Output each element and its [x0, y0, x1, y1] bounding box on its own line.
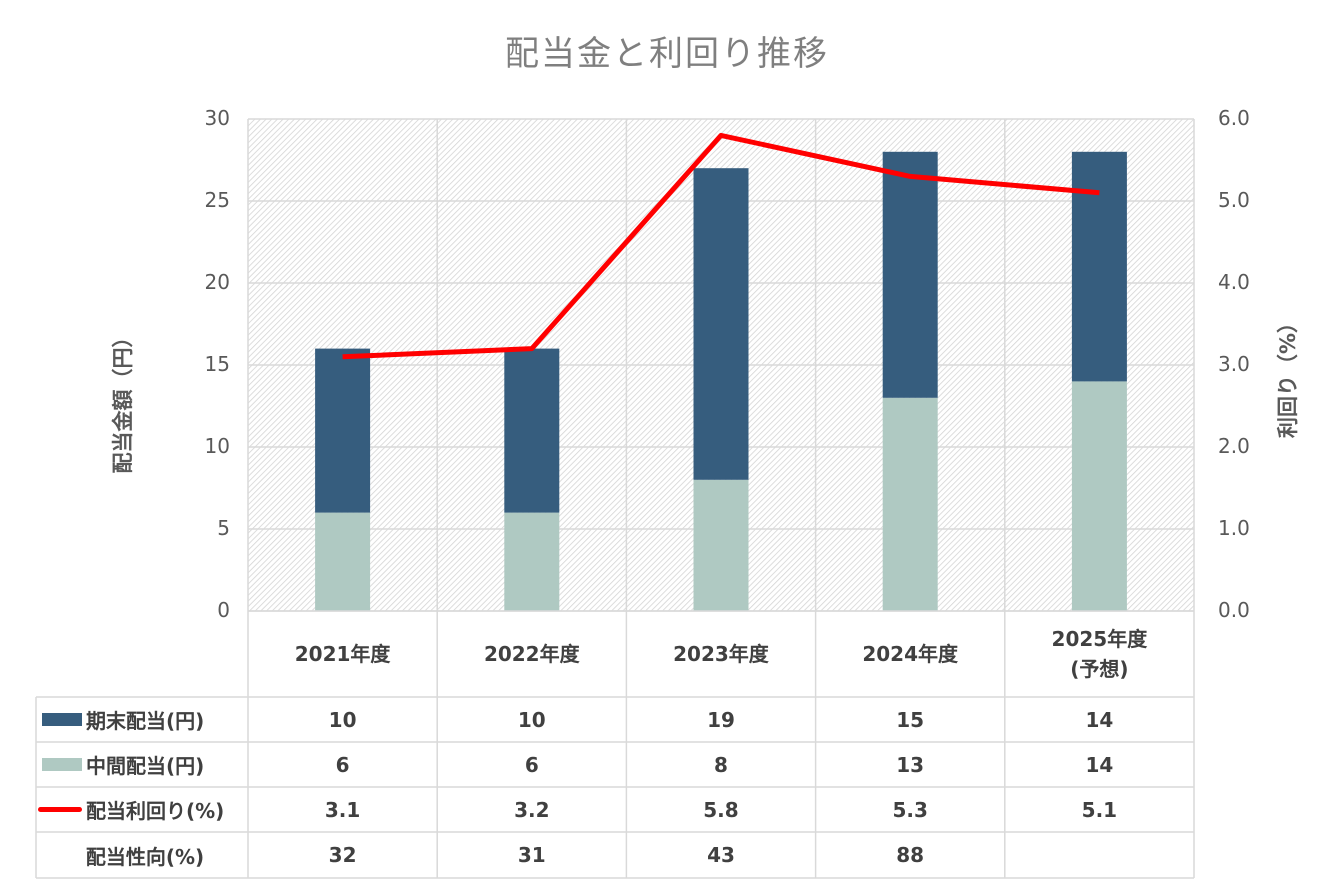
x-category-label: 2025年度 (予想) [1051, 627, 1148, 681]
y-axis-label-left: 配当金額（円） [111, 326, 135, 474]
bar-kimatsu [315, 348, 371, 513]
legend-label: 配当利回り(%) [86, 799, 225, 823]
x-category-label: 2024年度 [862, 642, 959, 666]
table-cell: 8 [714, 752, 728, 777]
table-cell: 14 [1085, 752, 1114, 777]
table-cell: 6 [524, 752, 539, 777]
bar-chukan [1071, 381, 1127, 611]
bar-kimatsu [1071, 151, 1127, 382]
y-tick-left: 30 [204, 106, 230, 130]
bar-kimatsu [693, 168, 749, 480]
table-cell: 3.1 [324, 797, 361, 822]
table-cell: 19 [707, 707, 735, 732]
y-tick-left: 20 [204, 270, 230, 294]
bar-chukan [693, 479, 749, 611]
y-tick-right: 4.0 [1218, 270, 1250, 294]
table-cell: 15 [896, 707, 925, 732]
table-cell: 6 [335, 752, 350, 777]
y-tick-right: 3.0 [1218, 352, 1250, 376]
y-tick-left: 10 [204, 434, 230, 458]
legend-0: 期末配当(円) [42, 697, 248, 742]
x-category-label: 2022年度 [483, 642, 580, 666]
legend-label: 配当性向(%) [85, 844, 205, 869]
legend-label: 中間配当(円) [86, 754, 205, 778]
bar-chukan [504, 512, 560, 611]
table-cell: 14 [1085, 707, 1114, 732]
legend-1: 中間配当(円) [42, 742, 248, 787]
bar-kimatsu [504, 348, 560, 513]
y-tick-left: 25 [204, 188, 230, 212]
bar-chukan [882, 397, 938, 611]
table-cell: 3.2 [514, 797, 550, 822]
table-cell [1005, 832, 1194, 878]
y-tick-right: 6.0 [1218, 106, 1250, 130]
table-cell: 31 [517, 843, 546, 867]
y-tick-right: 2.0 [1218, 434, 1250, 458]
table-cell: 43 [707, 843, 735, 867]
legend-label: 期末配当(円) [86, 709, 205, 733]
y-tick-right: 0.0 [1218, 598, 1250, 622]
table-cell: 13 [896, 752, 925, 777]
y-tick-left: 15 [204, 352, 230, 376]
table-cell: 5.8 [703, 797, 739, 822]
y-tick-right: 5.0 [1218, 188, 1250, 212]
yield-line [342, 132, 1100, 360]
legend-line-icon [38, 807, 82, 812]
table-cell: 5.3 [892, 797, 928, 822]
y-tick-right: 1.0 [1218, 516, 1250, 540]
bar-chukan [315, 512, 371, 611]
table-cell: 5.1 [1081, 797, 1118, 822]
chart-title: 配当金と利回り推移 [505, 34, 829, 74]
y-tick-left: 0 [217, 598, 230, 622]
y-axis-label-right: 利回り（%） [1276, 311, 1300, 439]
legend-swatch-icon [42, 713, 82, 726]
table-cell: 10 [328, 707, 357, 732]
bar-kimatsu [882, 151, 938, 398]
table-cell: 32 [328, 843, 357, 867]
x-category-label: 2023年度 [673, 642, 769, 666]
x-category-label: 2021年度 [294, 642, 391, 666]
legend-2: 配当利回り(%) [38, 787, 248, 832]
y-tick-left: 5 [217, 516, 230, 540]
legend-swatch-icon [42, 758, 82, 771]
legend-3: 配当性向(%) [42, 832, 248, 878]
table-cell: 10 [517, 707, 546, 732]
table-cell: 88 [896, 843, 925, 867]
